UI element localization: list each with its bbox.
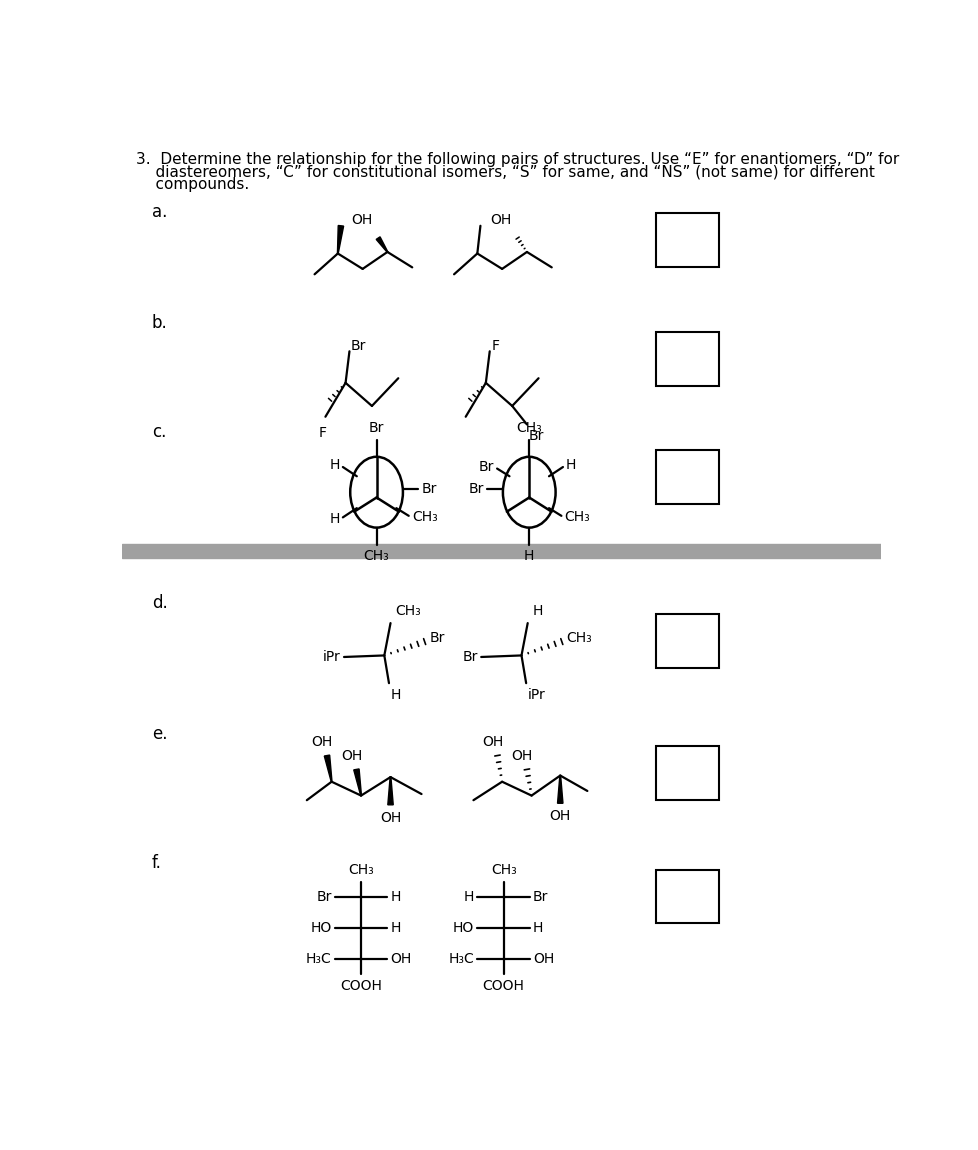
Text: b.: b.	[152, 314, 167, 331]
Text: H₃C: H₃C	[448, 952, 473, 966]
Text: compounds.: compounds.	[136, 176, 249, 192]
Polygon shape	[324, 756, 332, 782]
Polygon shape	[556, 775, 562, 804]
Text: CH₃: CH₃	[412, 511, 437, 524]
Text: OH: OH	[549, 810, 570, 823]
Text: CH₃: CH₃	[515, 421, 542, 435]
Text: OH: OH	[351, 213, 372, 227]
Text: OH: OH	[390, 952, 412, 966]
Text: H: H	[329, 459, 339, 473]
Polygon shape	[376, 237, 387, 252]
Text: OH: OH	[482, 735, 503, 750]
Text: Br: Br	[533, 890, 548, 904]
Text: 3.  Determine the relationship for the following pairs of structures. Use “E” fo: 3. Determine the relationship for the fo…	[136, 152, 899, 167]
Text: H: H	[533, 921, 543, 935]
Text: OH: OH	[490, 213, 511, 227]
Text: H: H	[523, 550, 534, 564]
Text: H₃C: H₃C	[305, 952, 332, 966]
Text: H: H	[390, 890, 400, 904]
Text: OH: OH	[340, 750, 362, 764]
Text: CH₃: CH₃	[364, 550, 389, 564]
Text: iPr: iPr	[323, 650, 340, 664]
Bar	[655, 332, 719, 386]
Text: CH₃: CH₃	[566, 631, 592, 645]
Text: Br: Br	[468, 482, 484, 496]
Bar	[655, 450, 719, 504]
Text: F: F	[318, 426, 326, 440]
Text: OH: OH	[311, 735, 333, 750]
Text: OH: OH	[511, 750, 532, 764]
Text: CH₃: CH₃	[490, 864, 516, 877]
Text: Br: Br	[428, 631, 444, 645]
Text: H: H	[464, 890, 473, 904]
Text: CH₃: CH₃	[395, 605, 421, 619]
Text: CH₃: CH₃	[564, 511, 590, 524]
Text: HO: HO	[453, 921, 473, 935]
Text: H: H	[390, 688, 400, 702]
Text: OH: OH	[533, 952, 554, 966]
Text: Br: Br	[351, 339, 366, 353]
Bar	[655, 614, 719, 668]
Text: d.: d.	[152, 593, 167, 612]
Text: Br: Br	[463, 650, 477, 664]
Text: CH₃: CH₃	[348, 864, 374, 877]
Text: H: H	[532, 605, 542, 619]
Text: H: H	[565, 459, 576, 473]
Text: H: H	[329, 512, 339, 526]
Polygon shape	[387, 777, 393, 805]
Text: c.: c.	[152, 423, 166, 440]
Text: COOH: COOH	[339, 979, 381, 992]
Text: Br: Br	[422, 482, 436, 496]
Text: Br: Br	[478, 460, 494, 474]
Text: OH: OH	[379, 811, 401, 825]
Text: Br: Br	[369, 421, 384, 435]
Polygon shape	[353, 769, 361, 796]
Text: HO: HO	[310, 921, 332, 935]
Text: diastereomers, “C” for constitutional isomers, “S” for same, and “NS” (not same): diastereomers, “C” for constitutional is…	[136, 164, 874, 179]
Text: a.: a.	[152, 204, 167, 222]
Text: COOH: COOH	[482, 979, 524, 992]
Polygon shape	[337, 225, 343, 253]
Text: iPr: iPr	[527, 688, 545, 702]
Text: Br: Br	[528, 429, 544, 443]
Bar	[655, 214, 719, 267]
Bar	[655, 746, 719, 800]
Text: H: H	[390, 921, 400, 935]
Bar	[122, 544, 880, 558]
Text: f.: f.	[152, 854, 161, 872]
Text: e.: e.	[152, 724, 167, 743]
Text: Br: Br	[316, 890, 332, 904]
Text: F: F	[491, 339, 499, 353]
Bar	[655, 869, 719, 923]
